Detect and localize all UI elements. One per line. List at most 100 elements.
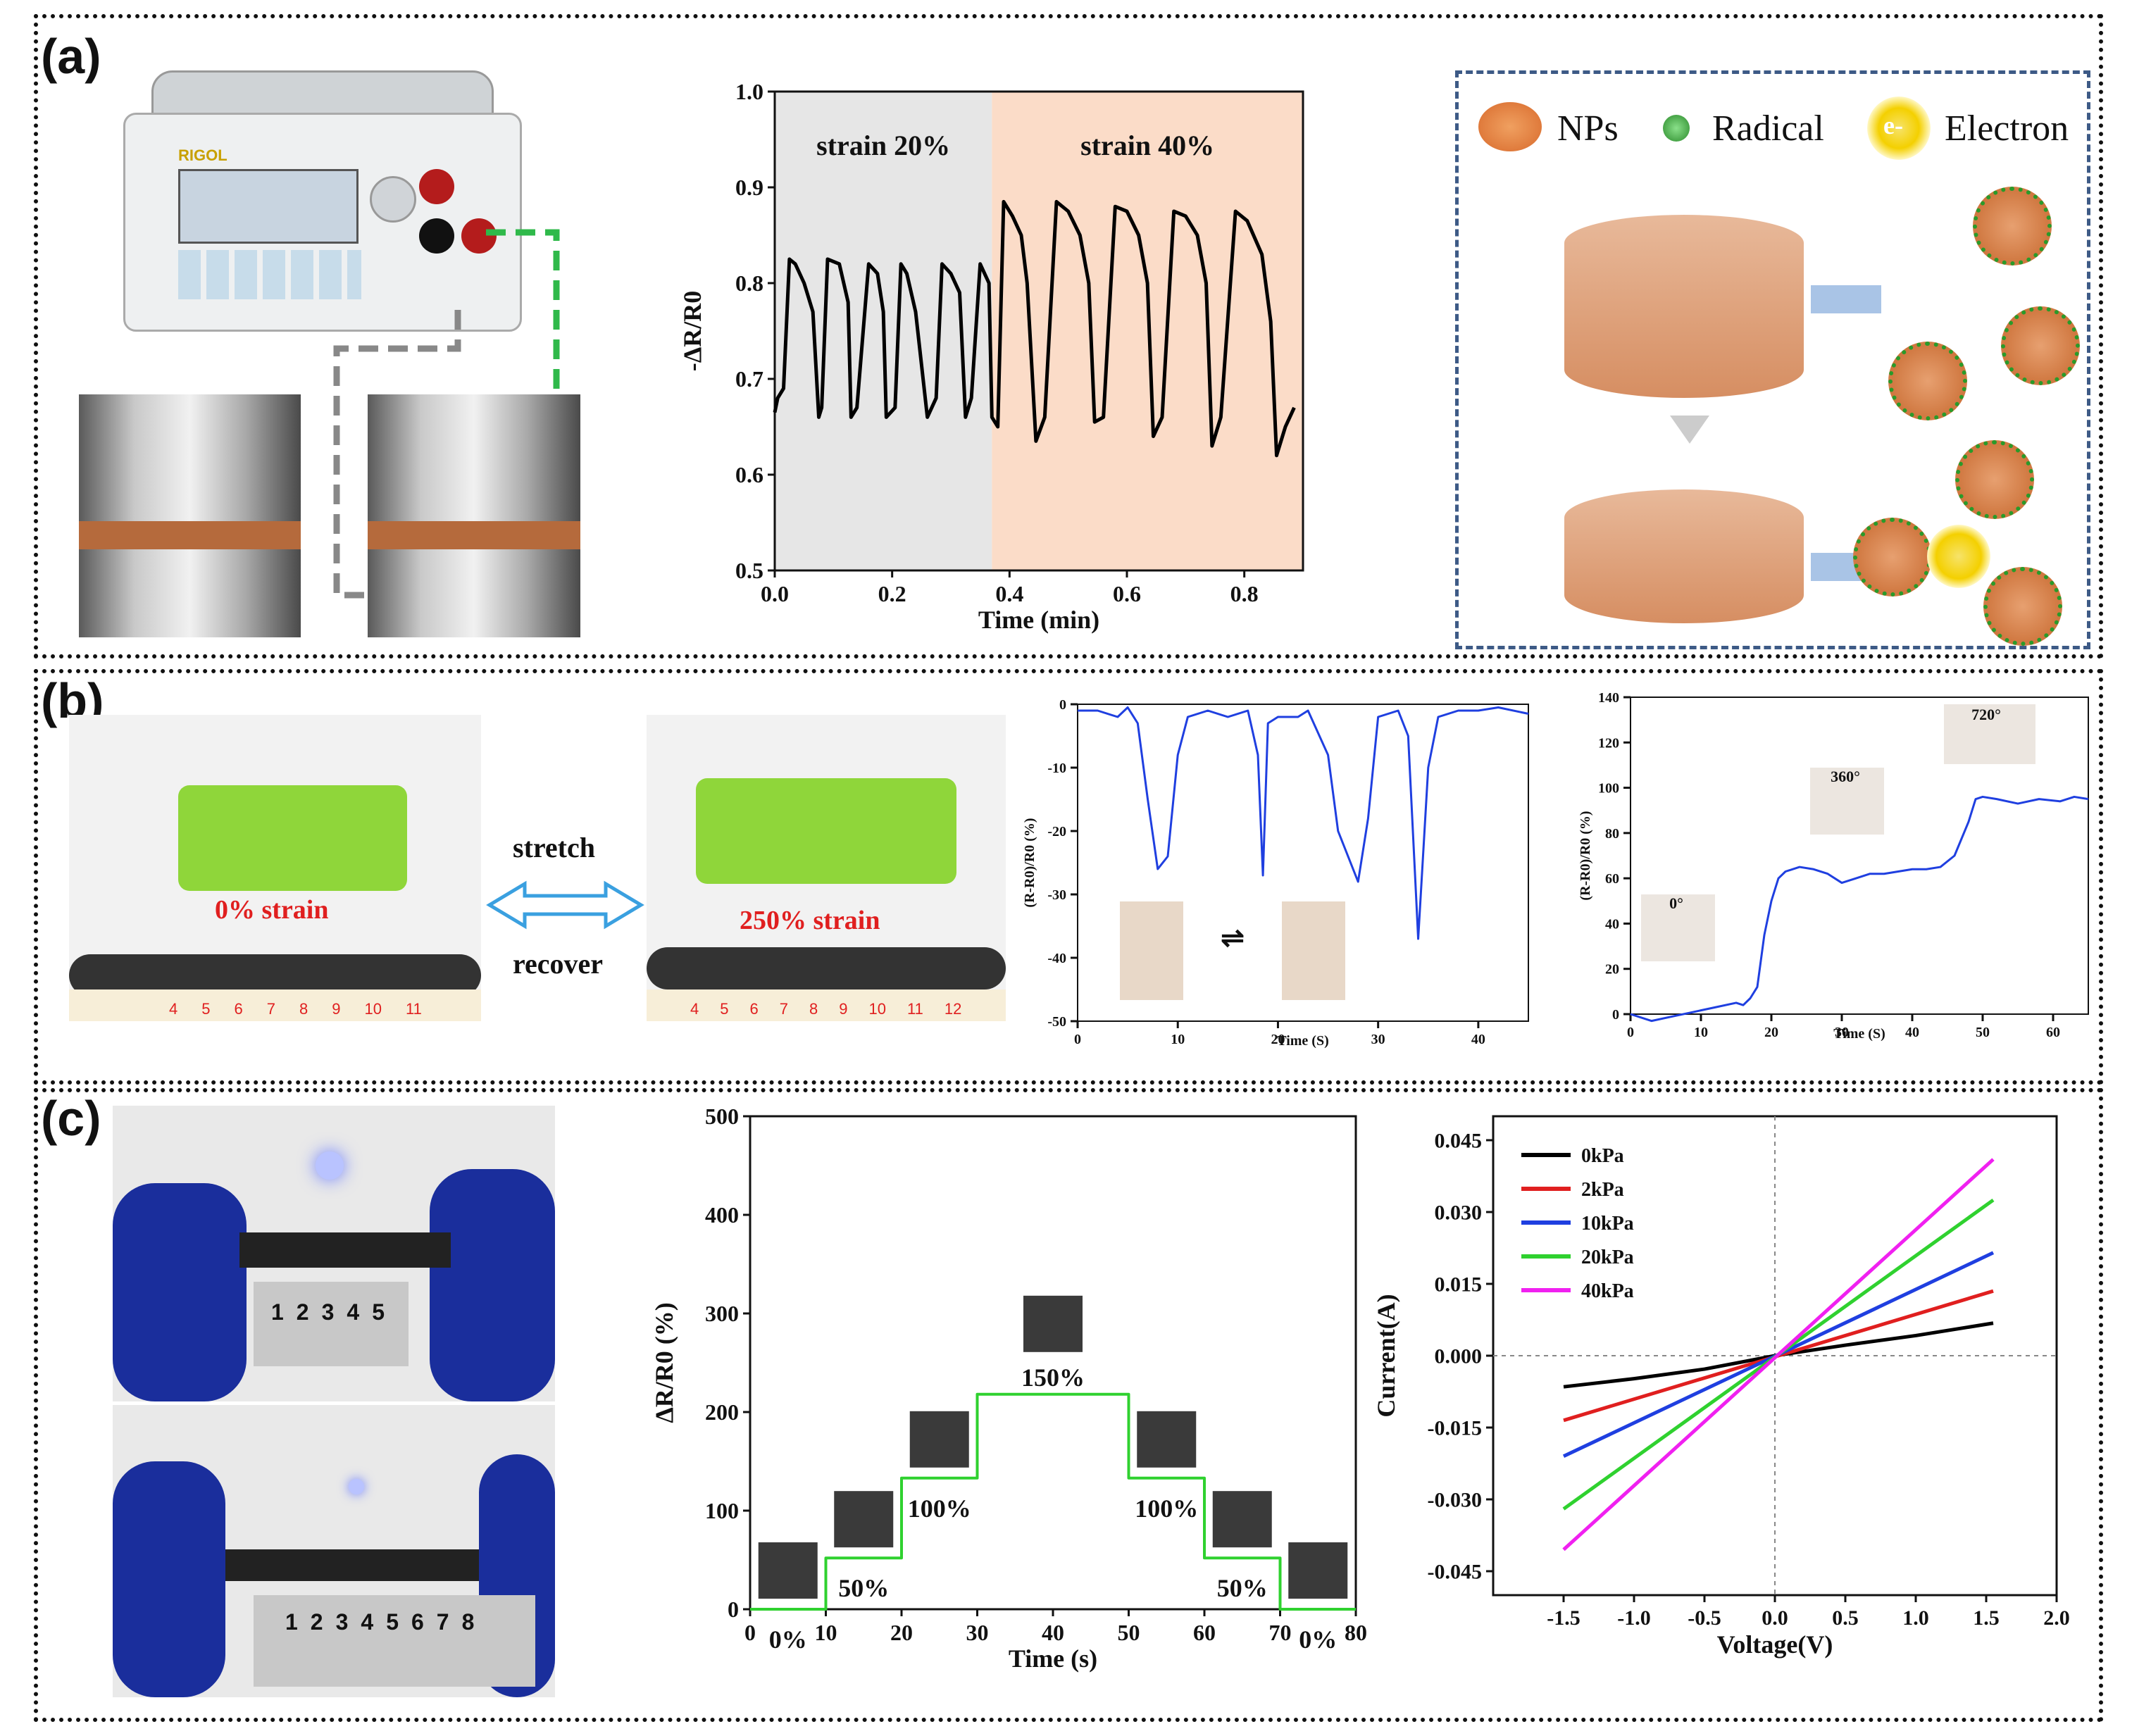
y-axis-label: Current(A)	[1372, 1294, 1400, 1417]
np-cluster-3	[2001, 306, 2080, 385]
ruler-tick: 1	[271, 1299, 284, 1325]
x-tick-label: 20	[1271, 1032, 1285, 1047]
ruler-tick: 9	[332, 1000, 341, 1018]
led-inset-photo	[1023, 1295, 1083, 1352]
y-tick-label: 0.6	[735, 462, 763, 487]
y-tick-label: -50	[1047, 1014, 1066, 1030]
np-cluster-5	[1955, 440, 2034, 519]
ruler-tick: 4	[361, 1609, 374, 1635]
y-tick-label: -20	[1047, 824, 1066, 839]
np-cluster-6	[1983, 567, 2062, 646]
ruler-tick: 7	[266, 1000, 275, 1018]
x-tick-label: 10	[815, 1620, 837, 1645]
series-line	[1078, 706, 1529, 940]
y-tick-label: 500	[705, 1104, 739, 1129]
y-tick-label: -10	[1047, 761, 1066, 776]
step-label: 50%	[1217, 1574, 1268, 1602]
series-line	[773, 199, 1296, 458]
ruler-tick: 7	[436, 1609, 449, 1635]
y-axis-label: (R-R0)/R0 (%)	[1578, 811, 1593, 900]
ruler-tick: 3	[321, 1299, 335, 1325]
y-tick-label: 0.045	[1435, 1130, 1483, 1153]
inset-label-0: 0°	[1669, 894, 1683, 912]
x-tick-label: 40	[1905, 1025, 1919, 1040]
x-tick-label: 30	[966, 1620, 989, 1645]
x-tick-label: 0.6	[1113, 581, 1141, 606]
x-tick-label: 50	[1118, 1620, 1140, 1645]
inset-label-720: 720°	[1971, 706, 2001, 723]
radical-icon	[1663, 115, 1690, 142]
finger-inset-photo-1	[1120, 901, 1183, 1000]
ruler-tick: 8	[461, 1609, 475, 1635]
tensile-test-photo-right	[368, 394, 580, 637]
x-tick-label: 60	[2046, 1025, 2060, 1040]
ruler-tick: 6	[749, 1000, 759, 1018]
y-tick-label: 0.5	[735, 558, 763, 583]
ruler-tick: 9	[839, 1000, 848, 1018]
y-tick-label: 400	[705, 1202, 739, 1228]
x-tick-label: 20	[890, 1620, 913, 1645]
mechanism-schematic: NPs Radical e- Electron	[1455, 70, 2090, 649]
twist-inset-360	[1810, 768, 1884, 835]
strain-250-label: 250% strain	[740, 906, 880, 935]
ruler-tick: 5	[201, 1000, 211, 1018]
x-tick-label: 40	[1471, 1032, 1485, 1047]
hydrogel-cylinder-top	[1564, 215, 1804, 398]
y-tick-label: 0	[1612, 1007, 1619, 1023]
led-inset-photo	[909, 1411, 969, 1468]
x-tick-label: 50	[1976, 1025, 1990, 1040]
hydrogel-cylinder-bottom	[1564, 489, 1804, 623]
x-tick-label: 0.0	[1762, 1606, 1788, 1630]
np-cluster-2	[1973, 187, 2052, 266]
inset-label-360: 360°	[1831, 768, 1860, 785]
x-tick-label: 10	[1171, 1032, 1185, 1047]
panel-c	[34, 1088, 2103, 1722]
meter-terminal-red-2	[461, 218, 497, 254]
y-tick-label: 100	[1598, 781, 1619, 797]
strain-40-zone	[992, 92, 1303, 570]
x-axis-label: Voltage(V)	[1717, 1630, 1833, 1659]
led-inset-photo	[758, 1542, 818, 1599]
step-label: 50%	[838, 1574, 889, 1602]
meter-buttons	[178, 250, 361, 299]
led-photo-stretched	[113, 1405, 555, 1697]
y-tick-label: 0	[728, 1597, 739, 1622]
twist-inset-720	[1944, 704, 2035, 764]
ruler-tick: 4	[347, 1299, 360, 1325]
y-axis-label: ΔR/R0 (%)	[650, 1302, 678, 1423]
recover-label: recover	[513, 948, 604, 980]
x-tick-label: 40	[1042, 1620, 1064, 1645]
x-tick-label: 20	[1764, 1025, 1778, 1040]
np-cluster-1	[1888, 342, 1967, 420]
y-tick-label: 0.015	[1435, 1273, 1483, 1297]
y-axis-label: (R-R0)/R0 (%)	[1022, 818, 1037, 907]
legend-radical: Radical	[1712, 108, 1824, 149]
ruler-tick: 11	[906, 1000, 923, 1018]
y-tick-label: 0.8	[735, 270, 763, 296]
y-tick-label: 140	[1598, 690, 1619, 706]
x-tick-label: 0	[1074, 1032, 1081, 1047]
finger-inset-photo-2	[1282, 901, 1345, 1000]
ruler-tick: 4	[690, 1000, 699, 1018]
x-axis-label: Time (s)	[1009, 1644, 1097, 1673]
y-tick-label: -0.015	[1428, 1417, 1483, 1440]
y-tick-label: -40	[1047, 951, 1066, 966]
x-axis-label: Time (min)	[978, 606, 1099, 634]
panel-a-label: (a)	[41, 29, 101, 84]
ruler-c-bottom: 1 2 3 4 5 6 7 8	[285, 1609, 474, 1635]
y-tick-label: 120	[1598, 735, 1619, 751]
ruler-tick: 4	[169, 1000, 178, 1018]
ruler-tick: 8	[299, 1000, 308, 1018]
ruler-tick: 12	[944, 1000, 962, 1018]
x-tick-label: 0.8	[1230, 581, 1259, 606]
ruler-tick: 10	[364, 1000, 382, 1018]
series-line-40kPa	[1562, 1158, 1995, 1551]
y-tick-label: 100	[705, 1498, 739, 1523]
legend-electron: Electron	[1945, 108, 2069, 149]
step-label: 0%	[769, 1625, 807, 1654]
np-cluster-4	[1853, 518, 1932, 597]
x-axis-label: Time (S)	[1277, 1033, 1329, 1049]
panel-b	[34, 669, 2103, 1085]
panel-a	[34, 14, 2103, 658]
x-tick-label: 0	[1627, 1025, 1634, 1040]
